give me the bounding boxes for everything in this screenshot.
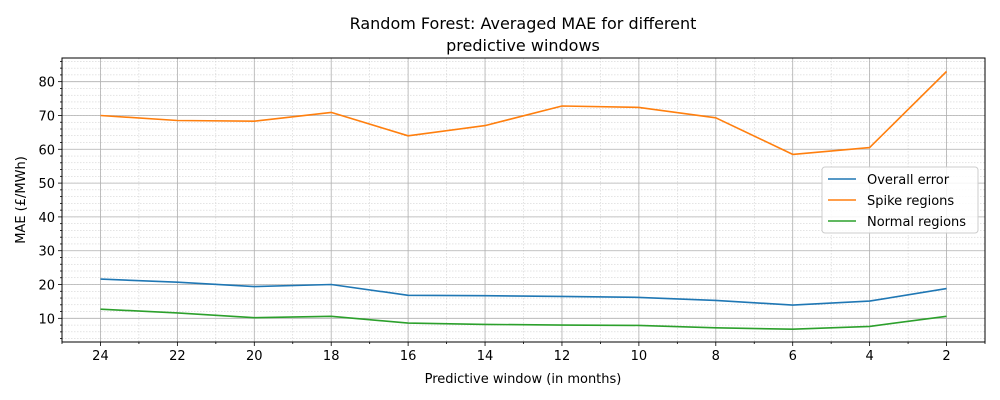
series-lines — [100, 70, 948, 331]
y-tick-label: 80 — [38, 76, 55, 91]
y-tick-label: 60 — [38, 143, 55, 158]
y-tick-label: 40 — [38, 211, 55, 226]
y-tick-label: 30 — [38, 245, 55, 260]
x-axis-ticks: 24 22 20 18 16 14 12 10 8 6 4 2 — [61, 342, 986, 364]
x-axis-label: Predictive window (in months) — [425, 372, 622, 387]
series-line-spike-regions — [100, 70, 948, 156]
legend-label: Spike regions — [867, 194, 954, 209]
y-tick-label: 50 — [38, 177, 55, 192]
chart-title-line2: predictive windows — [446, 36, 600, 55]
y-tick-label: 20 — [38, 279, 55, 294]
y-tick-label: 70 — [38, 109, 55, 124]
legend-label: Overall error — [867, 173, 950, 188]
x-tick-label: 14 — [477, 349, 494, 364]
series-line-normal-regions — [100, 308, 947, 331]
x-tick-label: 22 — [169, 349, 186, 364]
x-tick-label: 16 — [400, 349, 417, 364]
legend: Overall error Spike regions Normal regions — [821, 166, 979, 234]
x-tick-label: 8 — [712, 349, 720, 364]
series-line-overall-error — [100, 278, 947, 306]
legend-label: Normal regions — [867, 215, 966, 230]
x-tick-label: 2 — [942, 349, 950, 364]
x-tick-label: 20 — [246, 349, 263, 364]
legend-frame — [821, 166, 979, 234]
y-tick-label: 10 — [38, 312, 55, 327]
x-tick-label: 6 — [789, 349, 797, 364]
y-axis-label: MAE (£/MWh) — [14, 156, 29, 244]
x-tick-label: 12 — [554, 349, 571, 364]
x-tick-label: 24 — [92, 349, 109, 364]
x-tick-label: 10 — [631, 349, 648, 364]
chart-title-line1: Random Forest: Averaged MAE for differen… — [350, 14, 697, 33]
x-tick-label: 4 — [865, 349, 873, 364]
x-tick-label: 18 — [323, 349, 340, 364]
y-axis-ticks: 10 20 30 40 50 60 70 80 — [38, 60, 62, 340]
